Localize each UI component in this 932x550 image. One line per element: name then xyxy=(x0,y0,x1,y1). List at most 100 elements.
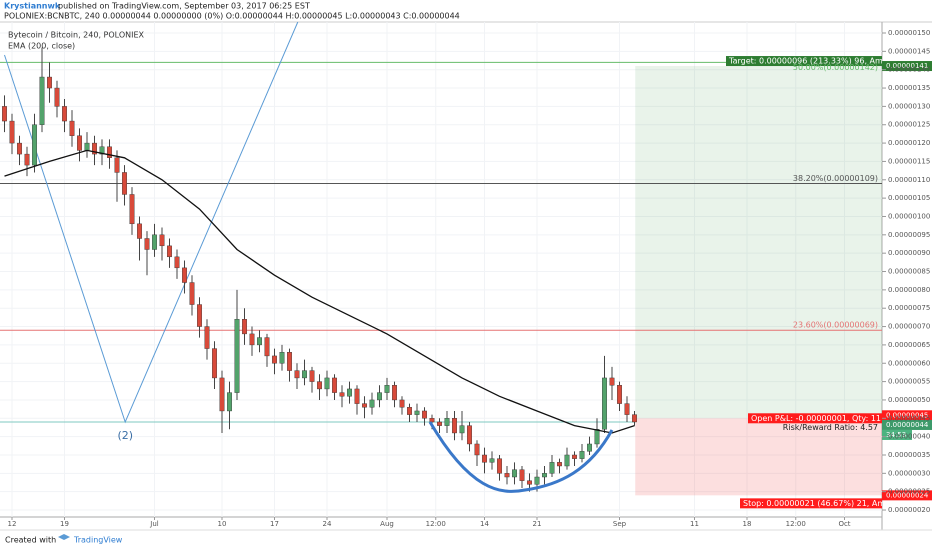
footer-brand[interactable]: TradingView xyxy=(73,536,123,545)
candle-body xyxy=(84,142,90,151)
stop-price: 0.00000024 xyxy=(886,491,929,499)
candle-body xyxy=(347,388,352,397)
y-tick-label: 0.00000085 xyxy=(888,268,930,276)
candle-body xyxy=(504,473,510,478)
candle-body xyxy=(62,106,67,122)
candle-body xyxy=(257,337,262,346)
candle-body xyxy=(272,355,277,364)
y-tick-label: 0.00000030 xyxy=(888,469,930,477)
fib-label: 50.00%(0.00000142) xyxy=(793,63,878,72)
x-tick-label: Jul xyxy=(149,520,159,528)
candle-body xyxy=(354,388,360,404)
x-tick-label: 10 xyxy=(218,520,227,528)
candle-body xyxy=(264,337,270,357)
x-tick-label: 21 xyxy=(533,520,542,528)
candle-body xyxy=(144,238,150,250)
candle-body xyxy=(549,462,555,474)
candle-body xyxy=(212,348,217,379)
candle-body xyxy=(497,458,502,474)
y-tick-label: 0.00000145 xyxy=(888,47,930,55)
candle-body xyxy=(362,403,367,408)
x-tick-label: Oct xyxy=(838,520,850,528)
fib-label: 38.20%(0.00000109) xyxy=(793,174,878,183)
candle-body xyxy=(624,403,630,415)
candle-body xyxy=(279,352,285,364)
candle-body xyxy=(617,385,622,404)
candle-body xyxy=(587,443,592,452)
wave-label: (2) xyxy=(117,429,133,442)
candle-body xyxy=(482,454,487,463)
candle-body xyxy=(167,245,172,258)
candle-body xyxy=(377,392,382,401)
stop-text-bg xyxy=(740,498,882,509)
candle-body xyxy=(227,392,232,412)
candle-body xyxy=(294,370,300,379)
candle-body xyxy=(512,469,517,478)
y-tick-label: 0.00000135 xyxy=(888,84,930,92)
candle-body xyxy=(519,469,525,481)
y-tick-label: 0.00000065 xyxy=(888,341,930,349)
candle-body xyxy=(564,454,570,467)
target-price: 0.00000141 xyxy=(886,62,928,70)
countdown: 34:53 xyxy=(886,431,906,439)
y-tick-label: 0.00000115 xyxy=(888,157,930,165)
candle-body xyxy=(204,326,210,349)
candle-body xyxy=(219,377,225,412)
candle-body xyxy=(122,172,127,195)
x-tick-label: 19 xyxy=(60,520,69,528)
y-tick-label: 0.00000100 xyxy=(888,212,930,220)
candle-body xyxy=(459,425,465,434)
candle-body xyxy=(392,385,397,401)
candle-body xyxy=(107,146,112,158)
y-tick-label: 0.00000110 xyxy=(888,176,930,184)
y-tick-label: 0.00000060 xyxy=(888,359,930,367)
candle-body xyxy=(197,304,202,327)
candle-body xyxy=(534,476,540,485)
candle-body xyxy=(189,282,195,305)
y-tick-label: 0.00000040 xyxy=(888,433,930,441)
candle-body xyxy=(384,385,390,393)
y-tick-label: 0.00000150 xyxy=(888,29,930,37)
candle-body xyxy=(302,370,307,379)
candle-body xyxy=(32,124,37,166)
candle-body xyxy=(159,234,165,247)
y-tick-label: 0.00000020 xyxy=(888,506,930,514)
candle-body xyxy=(54,87,60,107)
candle-body xyxy=(474,443,480,456)
x-tick-label: 12:00 xyxy=(786,520,806,528)
candle-body xyxy=(489,458,495,463)
entry-price: 0.00000045 xyxy=(886,411,928,419)
candle-body xyxy=(542,473,547,478)
y-tick-label: 0.00000035 xyxy=(888,451,930,459)
candle-body xyxy=(602,377,607,430)
candle-body xyxy=(452,418,457,434)
x-tick-label: 24 xyxy=(323,520,332,528)
candle-body xyxy=(632,414,637,423)
published: published on TradingView.com, September … xyxy=(58,2,310,11)
pnl-text-bg xyxy=(748,413,882,424)
candle-body xyxy=(17,142,22,155)
candle-body xyxy=(47,76,52,89)
x-tick-label: 11 xyxy=(690,520,699,528)
candle-body xyxy=(24,153,30,166)
candle-body xyxy=(249,333,255,346)
candle-body xyxy=(407,407,412,415)
candle-body xyxy=(174,256,180,269)
author[interactable]: Krystiannwk xyxy=(4,2,61,11)
x-tick-label: 14 xyxy=(480,520,489,528)
candle-body xyxy=(594,429,600,445)
x-tick-label: Aug xyxy=(380,520,394,528)
candle-body xyxy=(234,319,240,393)
entry-price-bg xyxy=(882,410,932,421)
symbol-line: POLONIEX:BCNBTC, 240 0.00000044 0.000000… xyxy=(4,12,460,21)
y-tick-label: 0.00000125 xyxy=(888,121,930,129)
candle-body xyxy=(414,410,420,415)
target-text-bg xyxy=(726,56,882,67)
x-tick-label: Sep xyxy=(613,520,627,528)
target-price-bg xyxy=(882,61,932,72)
y-tick-label: 0.00000090 xyxy=(888,249,930,257)
candle-body xyxy=(242,319,247,335)
x-tick-label: 18 xyxy=(743,520,752,528)
